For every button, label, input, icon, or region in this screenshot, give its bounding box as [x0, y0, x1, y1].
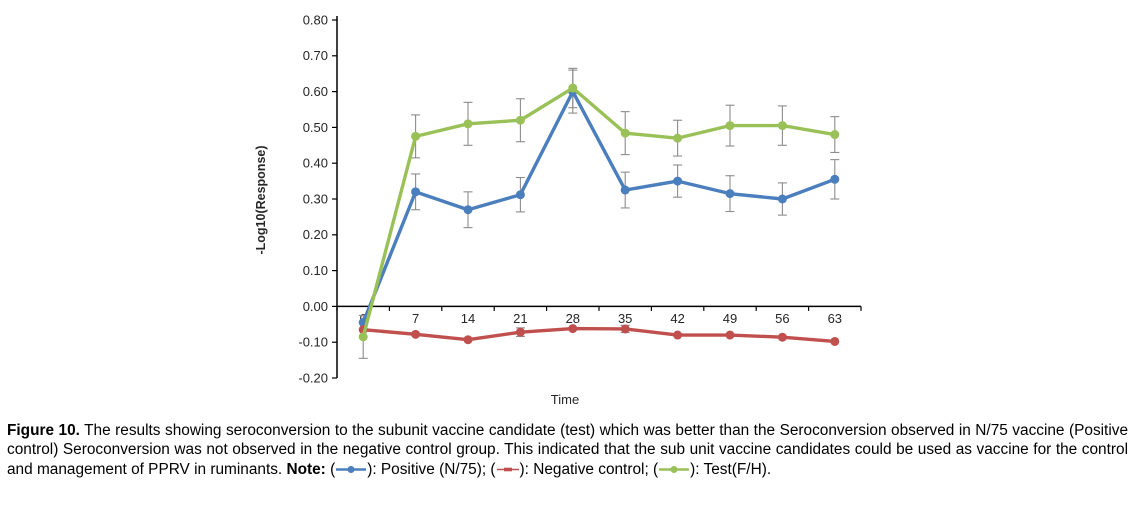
data-point-marker	[411, 131, 421, 141]
seroconversion-chart: -Log10(Response) Time 0.80 0.70 0.60 0.50 0.…	[254, 12, 862, 407]
x-tick-label: 28	[566, 311, 580, 326]
data-point-marker	[463, 205, 473, 215]
x-tick-label: 42	[670, 311, 684, 326]
x-tick-label: 14	[461, 311, 475, 326]
y-tick-label: 0.20	[303, 227, 328, 242]
data-point-marker	[725, 189, 735, 199]
data-point-marker	[830, 174, 840, 184]
y-tick-label: -0.10	[298, 335, 328, 350]
data-point-marker	[777, 332, 787, 342]
data-point-marker	[620, 128, 630, 138]
data-point-marker	[673, 133, 683, 143]
negative-series-swatch-icon	[496, 467, 519, 472]
data-point-marker	[725, 330, 735, 340]
y-tick-label: 0.40	[303, 156, 328, 171]
series-line	[361, 89, 837, 325]
y-tick-label: 0.80	[303, 12, 328, 27]
y-tick-label: 0.10	[303, 263, 328, 278]
note-label: Note:	[286, 460, 326, 478]
data-point-marker	[568, 324, 578, 334]
x-tick-label: 7	[412, 311, 419, 326]
data-point-marker	[777, 121, 787, 131]
data-point-marker	[568, 83, 578, 93]
data-point-marker	[673, 330, 683, 340]
y-tick-label: 0.50	[303, 120, 328, 135]
x-tick-label: 35	[618, 311, 632, 326]
y-tick-label: 0.00	[303, 299, 328, 314]
data-point-marker	[463, 335, 473, 345]
data-point-marker	[620, 185, 630, 195]
legend-entry-label: ): Test(F/H)	[690, 460, 767, 478]
data-point-marker	[463, 119, 473, 129]
data-point-marker	[515, 115, 525, 125]
x-tick-label: 56	[775, 311, 789, 326]
figure-label: Figure 10.	[7, 422, 80, 439]
data-point-marker	[411, 187, 421, 197]
data-point-marker	[830, 130, 840, 140]
legend-entry-label: ): Negative control	[519, 460, 645, 478]
data-point-marker	[673, 176, 683, 186]
data-point-marker	[830, 336, 840, 346]
y-tick-label: 0.60	[303, 84, 328, 99]
positive-series-swatch-icon	[336, 465, 367, 473]
y-tick-label: 0.30	[303, 191, 328, 206]
y-axis-title: -Log10(Response)	[254, 145, 268, 254]
x-axis-title: Time	[551, 392, 579, 407]
data-point-marker	[515, 327, 525, 337]
y-tick-label: -0.20	[298, 370, 328, 385]
x-tick-label: 49	[723, 311, 737, 326]
series-line	[361, 86, 837, 339]
legend-inline: (): Positive (N/75); (): Negative contro…	[330, 460, 772, 478]
chart-svg: -Log10(Response) Time 0.800.700.600.500.…	[254, 12, 862, 407]
y-tick-label: 0.70	[303, 48, 328, 63]
data-point-marker	[777, 194, 787, 204]
x-tick-label: 63	[828, 311, 842, 326]
caption-body: The results showing seroconversion to th…	[7, 422, 1129, 478]
data-point-marker	[725, 121, 735, 131]
plot-area: 0.80 0.70 0.60 0.50 0.40 0.30 0.20 0.10 0.00 -0.1…	[298, 12, 862, 385]
x-tick-label: 21	[513, 311, 527, 326]
data-point-marker	[411, 329, 421, 339]
data-point-marker	[515, 190, 525, 200]
legend-entry-label: ): Positive (N/75)	[367, 460, 482, 478]
data-point-marker	[358, 332, 368, 342]
data-point-marker	[620, 324, 630, 334]
test-series-swatch-icon	[659, 465, 690, 473]
series-line	[361, 326, 837, 344]
figure-caption: Figure 10. The results showing seroconve…	[7, 421, 1128, 479]
